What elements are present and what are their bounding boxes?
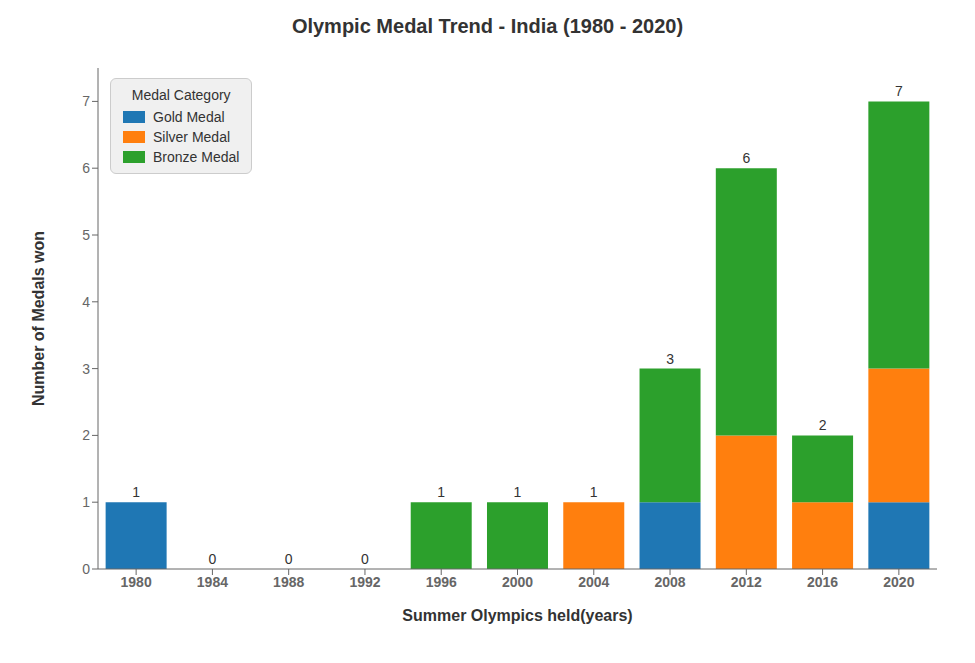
svg-text:1: 1 (132, 484, 140, 500)
svg-text:1: 1 (514, 484, 522, 500)
svg-text:7: 7 (895, 83, 903, 99)
svg-text:1: 1 (437, 484, 445, 500)
svg-text:2016: 2016 (807, 574, 838, 590)
svg-text:2012: 2012 (731, 574, 762, 590)
svg-text:0: 0 (82, 561, 90, 577)
html-text:Silver Medal: Silver Medal (153, 129, 230, 145)
svg-text:2004: 2004 (578, 574, 609, 590)
html-text:Bronze Medal: Bronze Medal (153, 149, 240, 165)
svg-text:4: 4 (82, 294, 90, 310)
svg-text:3: 3 (666, 351, 674, 367)
html-text:Olympic Medal Trend - India (1: Olympic Medal Trend - India (1980 - 2020… (291, 15, 684, 37)
svg-text:1984: 1984 (197, 574, 228, 590)
svg-text:1: 1 (82, 494, 90, 510)
svg-text:3: 3 (82, 361, 90, 377)
svg-text:2008: 2008 (654, 574, 685, 590)
html-text:Medal Category: Medal Category (131, 87, 231, 103)
svg-text:Number of Medals won: Number of Medals won (30, 231, 47, 406)
svg-text:1980: 1980 (121, 574, 152, 590)
svg-text:5: 5 (82, 227, 90, 243)
svg-text:6: 6 (742, 150, 750, 166)
svg-text:7: 7 (82, 93, 90, 109)
svg-text:Summer Olympics held(years): Summer Olympics held(years) (402, 607, 632, 624)
svg-text:0: 0 (285, 551, 293, 567)
svg-text:1996: 1996 (426, 574, 457, 590)
svg-text:2000: 2000 (502, 574, 533, 590)
svg-text:0: 0 (361, 551, 369, 567)
svg-text:0: 0 (209, 551, 217, 567)
svg-text:1992: 1992 (349, 574, 380, 590)
svg-text:1: 1 (590, 484, 598, 500)
html-text:Gold Medal: Gold Medal (153, 109, 225, 125)
svg-text:2: 2 (819, 417, 827, 433)
svg-text:1988: 1988 (273, 574, 304, 590)
svg-text:2020: 2020 (883, 574, 914, 590)
svg-text:6: 6 (82, 160, 90, 176)
svg-text:2: 2 (82, 427, 90, 443)
